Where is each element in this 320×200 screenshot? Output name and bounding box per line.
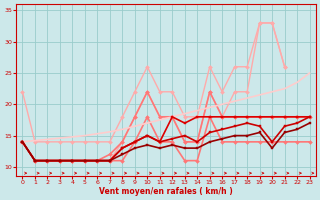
X-axis label: Vent moyen/en rafales ( km/h ): Vent moyen/en rafales ( km/h ) — [99, 187, 233, 196]
